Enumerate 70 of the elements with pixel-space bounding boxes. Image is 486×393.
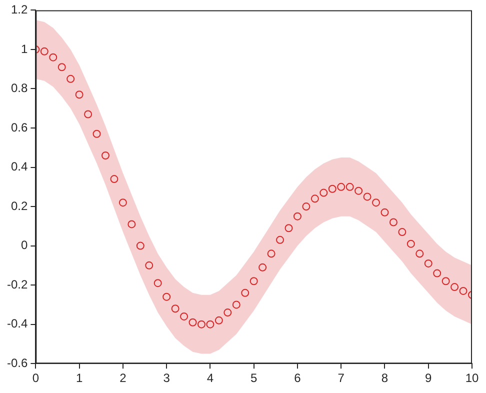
- point: [346, 182, 354, 191]
- x-tick-label: 9: [425, 371, 432, 386]
- point: [398, 228, 406, 236]
- point: [380, 208, 389, 216]
- point: [442, 277, 450, 286]
- point: [310, 194, 319, 203]
- point: [284, 224, 293, 232]
- x-tick-label: 8: [381, 371, 388, 386]
- x-tick-label: 4: [206, 371, 214, 386]
- y-tick-label: 1: [20, 42, 28, 56]
- point: [258, 263, 267, 272]
- point: [162, 292, 171, 301]
- point: [424, 259, 432, 268]
- point: [372, 198, 380, 207]
- point: [84, 110, 92, 118]
- point: [180, 312, 188, 320]
- y-tick-label: 0: [20, 238, 28, 252]
- x-tick-label: 6: [294, 371, 302, 386]
- y-tick-label: 1.2: [10, 2, 28, 17]
- y-tick-label: -0.4: [6, 316, 28, 331]
- point: [363, 192, 372, 201]
- point: [128, 220, 136, 228]
- point: [75, 90, 84, 99]
- point: [406, 240, 415, 248]
- y-tick-label: 0.2: [10, 198, 28, 213]
- point: [136, 242, 144, 250]
- point: [66, 74, 75, 83]
- point: [197, 320, 206, 328]
- x-tick-label: 10: [465, 371, 479, 386]
- point: [188, 318, 197, 326]
- point: [354, 186, 363, 195]
- y-tick-label: -0.6: [6, 356, 28, 370]
- x-tick-label: 1: [76, 371, 83, 386]
- point: [450, 283, 459, 292]
- point: [241, 288, 250, 297]
- point: [101, 151, 110, 160]
- point: [267, 250, 276, 258]
- point: [214, 316, 223, 324]
- point: [232, 300, 240, 309]
- point: [171, 304, 180, 313]
- x-tick-label: 3: [163, 371, 170, 386]
- point: [49, 53, 58, 62]
- point: [92, 130, 101, 138]
- x-tick-label: 7: [338, 371, 345, 386]
- x-tick-label: 0: [32, 371, 40, 386]
- x-tick-label: 5: [250, 371, 258, 386]
- point: [416, 250, 424, 258]
- point: [110, 175, 118, 184]
- point: [328, 184, 336, 193]
- point: [40, 47, 48, 56]
- point: [337, 182, 346, 191]
- point: [433, 269, 442, 278]
- y-tick-label: -0.2: [6, 277, 28, 292]
- y-tick-label: 0.4: [10, 160, 28, 174]
- point: [320, 188, 328, 197]
- point: [145, 261, 154, 270]
- point: [154, 279, 162, 288]
- point: [293, 212, 302, 220]
- point: [276, 236, 284, 244]
- point: [118, 198, 127, 207]
- point: [250, 277, 258, 286]
- point: [302, 202, 310, 211]
- x-tick-label: 2: [120, 371, 127, 386]
- y-tick-label: 0.8: [10, 81, 28, 96]
- point: [224, 308, 232, 317]
- point: [206, 320, 214, 328]
- point: [389, 218, 398, 226]
- point: [58, 63, 66, 72]
- point: [459, 286, 468, 295]
- y-tick-label: 0.6: [10, 120, 28, 134]
